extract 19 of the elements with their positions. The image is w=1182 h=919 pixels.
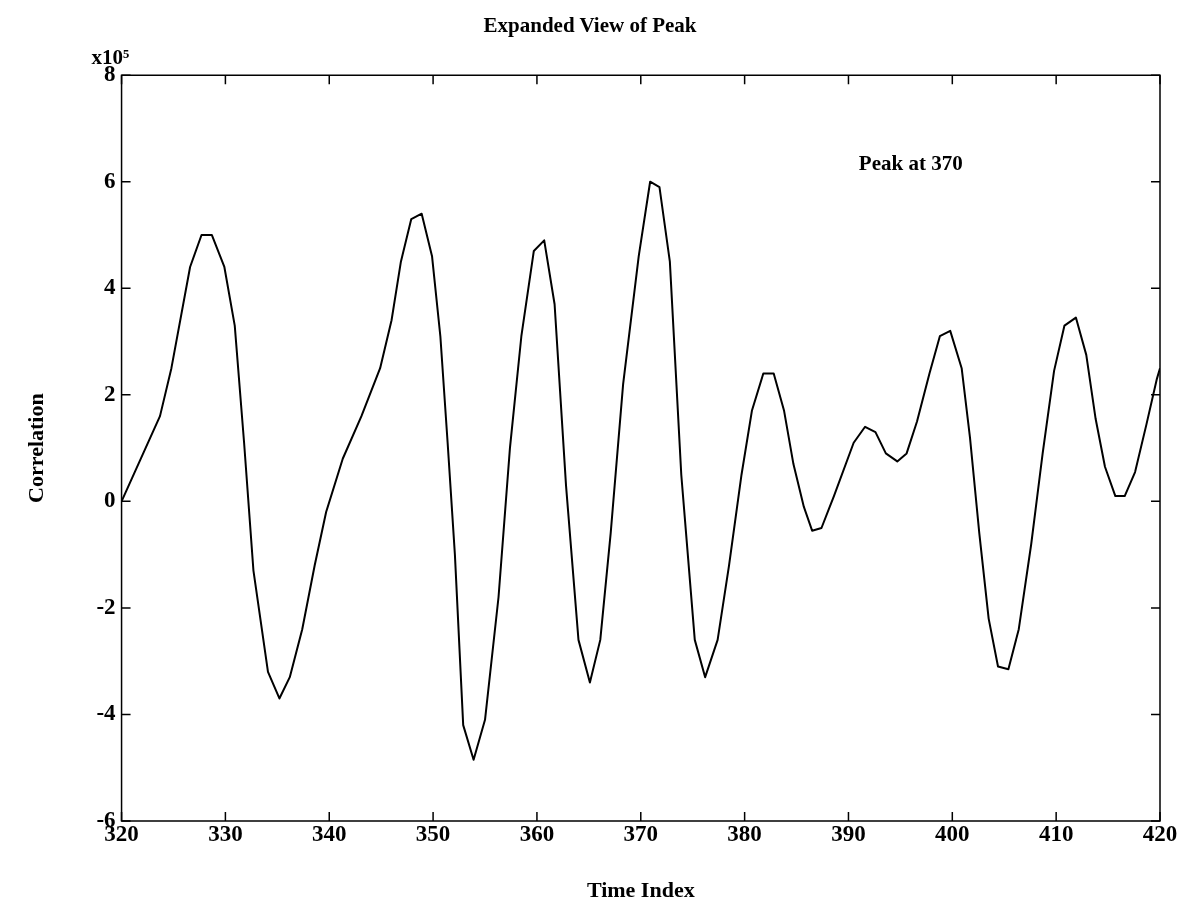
x-axis-title: Time Index [586, 877, 695, 903]
y-tick-label: -2 [96, 593, 116, 619]
y-axis-title: Correlation [22, 393, 48, 503]
y-tick-label: -4 [96, 700, 117, 726]
x-tick-label: 390 [831, 820, 866, 846]
x-tick-label: 400 [935, 820, 970, 846]
x-tick-label: 340 [312, 820, 347, 846]
x-tick-label: 330 [208, 820, 243, 846]
annotation: Peak at 370 [858, 151, 963, 176]
x-tick-label: 370 [623, 820, 659, 846]
x-tick-label: 350 [415, 820, 451, 846]
x-tick-label: 360 [519, 820, 555, 846]
y-tick-label: 2 [104, 380, 116, 406]
x-tick-label: 380 [727, 820, 762, 846]
chart-title: Expanded View of Peak [483, 13, 697, 38]
y-tick-label: 4 [104, 274, 117, 300]
y-tick-label: 6 [104, 167, 116, 193]
x-tick-label: 410 [1038, 820, 1074, 846]
y-tick-label: 0 [104, 487, 116, 513]
